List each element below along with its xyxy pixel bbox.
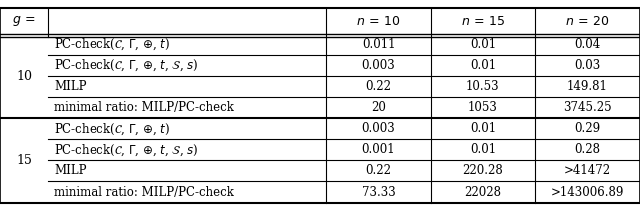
Text: $n\,{=}\,20$: $n\,{=}\,20$	[565, 15, 610, 28]
Text: PC-check($\mathcal{C}$, $\Gamma$, $\oplus$, $t$): PC-check($\mathcal{C}$, $\Gamma$, $\oplu…	[54, 121, 170, 137]
Text: PC-check($\mathcal{C}$, $\Gamma$, $\oplus$, $t$, $\mathcal{S}$, $s$): PC-check($\mathcal{C}$, $\Gamma$, $\oplu…	[54, 58, 199, 73]
Text: PC-check($\mathcal{C}$, $\Gamma$, $\oplus$, $t$, $\mathcal{S}$, $s$): PC-check($\mathcal{C}$, $\Gamma$, $\oplu…	[54, 142, 199, 158]
Text: 0.01: 0.01	[470, 59, 496, 72]
Text: MILP: MILP	[54, 80, 87, 93]
Text: 0.22: 0.22	[365, 164, 392, 177]
Text: 15: 15	[16, 154, 32, 167]
Text: 0.01: 0.01	[470, 143, 496, 156]
Text: 0.29: 0.29	[575, 122, 600, 135]
Text: 0.003: 0.003	[362, 122, 396, 135]
Text: 10: 10	[16, 70, 32, 83]
Text: 0.01: 0.01	[470, 38, 496, 51]
Text: 73.33: 73.33	[362, 185, 396, 199]
Text: 22028: 22028	[465, 185, 501, 199]
Text: minimal ratio: MILP/PC-check: minimal ratio: MILP/PC-check	[54, 185, 234, 199]
Text: 10.53: 10.53	[466, 80, 500, 93]
Text: 3745.25: 3745.25	[563, 101, 612, 114]
Text: 20: 20	[371, 101, 386, 114]
Text: PC-check($\mathcal{C}$, $\Gamma$, $\oplus$, $t$): PC-check($\mathcal{C}$, $\Gamma$, $\oplu…	[54, 37, 170, 52]
Text: $g\,{=}$: $g\,{=}$	[12, 14, 36, 28]
Text: $n\,{=}\,15$: $n\,{=}\,15$	[461, 15, 505, 28]
Text: >143006.89: >143006.89	[551, 185, 624, 199]
Text: 1053: 1053	[468, 101, 498, 114]
Text: 220.28: 220.28	[463, 164, 503, 177]
Text: 0.28: 0.28	[575, 143, 600, 156]
Text: >41472: >41472	[564, 164, 611, 177]
Text: 149.81: 149.81	[567, 80, 608, 93]
Text: 0.001: 0.001	[362, 143, 396, 156]
Text: 0.22: 0.22	[365, 80, 392, 93]
Text: 0.003: 0.003	[362, 59, 396, 72]
Text: 0.04: 0.04	[574, 38, 601, 51]
Text: 0.03: 0.03	[574, 59, 601, 72]
Text: 0.01: 0.01	[470, 122, 496, 135]
Text: minimal ratio: MILP/PC-check: minimal ratio: MILP/PC-check	[54, 101, 234, 114]
Text: MILP: MILP	[54, 164, 87, 177]
Text: $n\,{=}\,10$: $n\,{=}\,10$	[356, 15, 401, 28]
Text: 0.011: 0.011	[362, 38, 396, 51]
